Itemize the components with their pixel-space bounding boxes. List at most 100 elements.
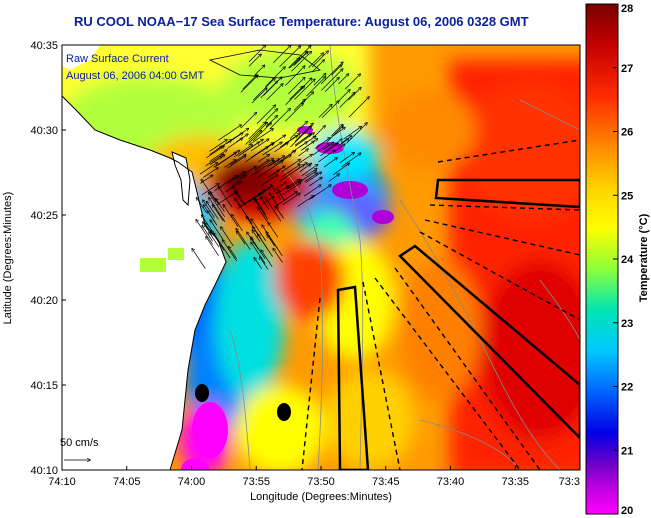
current-vector [240, 75, 258, 93]
current-vector [338, 139, 349, 147]
x-tick-label: 73:3 [559, 476, 580, 488]
current-vector [274, 182, 286, 190]
current-vector [201, 184, 219, 196]
sampling-box-south [336, 285, 370, 470]
current-vector [199, 163, 217, 175]
current-vector [254, 258, 262, 269]
current-vector [323, 139, 342, 153]
y-tick-label: 40:15 [30, 380, 58, 392]
current-vector [284, 66, 305, 86]
current-vector [339, 153, 354, 163]
current-vector [209, 192, 226, 217]
current-vector [207, 202, 219, 220]
current-label: Raw Surface Current [66, 53, 169, 65]
current-vector [209, 150, 227, 162]
x-tick-label: 73:45 [372, 476, 400, 488]
x-tick-label: 74:10 [48, 476, 76, 488]
current-vector [265, 198, 282, 222]
current-vector [338, 74, 349, 85]
current-vector [248, 122, 266, 140]
x-axis-label: Longitude (Degrees:Minutes) [250, 491, 392, 503]
current-vector [332, 144, 345, 153]
current-vector [311, 60, 325, 73]
current-vector [209, 140, 227, 152]
current-vector [260, 81, 278, 98]
current-vector [285, 86, 305, 106]
current-vector [214, 233, 231, 259]
current-vector [262, 142, 282, 156]
current-vector [265, 116, 277, 128]
current-vector [318, 105, 332, 118]
current-vector [235, 198, 251, 221]
y-axis-ticks: 40:35 40:30 40:25 40:20 40:15 40:10 [30, 40, 66, 477]
colorbar-tick-label: 21 [621, 445, 633, 457]
colorbar-label: Temperature (°C) [638, 213, 650, 302]
current-vector [251, 237, 266, 259]
current-vector [261, 197, 270, 210]
current-vector [258, 208, 270, 225]
colorbar-ticks: 28 27 26 25 24 23 22 21 20 [613, 3, 634, 517]
colorbar-tick-label: 26 [621, 127, 633, 139]
current-vector [212, 155, 224, 164]
current-vector [258, 161, 283, 178]
current-vector [248, 129, 273, 146]
current-vector [263, 77, 282, 96]
colorbar-tick-label: 24 [621, 254, 634, 266]
current-vector [332, 163, 349, 176]
current-vector [301, 92, 314, 105]
current-vector [196, 198, 207, 213]
current-vector [257, 155, 269, 163]
land [62, 45, 321, 470]
current-vector [309, 185, 331, 200]
current-vector [254, 160, 269, 170]
current-vector [320, 143, 338, 156]
colorbar-tick-label: 28 [621, 3, 633, 15]
surface-current-vectors [192, 45, 369, 270]
current-vector [272, 166, 285, 175]
current-vector [297, 155, 312, 165]
current-vector [221, 227, 234, 247]
y-axis-label: Latitude (Degrees:Minutes) [2, 192, 14, 325]
current-vector [206, 237, 219, 256]
current-vector [305, 169, 317, 177]
current-vector [293, 52, 308, 67]
current-vector [233, 186, 247, 206]
current-vector [265, 109, 278, 121]
current-vector [312, 144, 329, 156]
colorbar: 28 27 26 25 24 23 22 21 20 Temperature (°C) [585, 3, 650, 517]
current-vector [321, 101, 339, 118]
current-vector [216, 199, 225, 212]
current-vector [256, 105, 276, 124]
scale-arrow-label: 50 cm/s [60, 437, 99, 449]
current-vector [297, 196, 314, 207]
sampling-box-north [434, 178, 580, 209]
current-vector [206, 146, 224, 159]
current-vector [278, 190, 286, 202]
current-vector [260, 175, 278, 186]
current-vector [298, 149, 308, 157]
sampling-boxes [336, 178, 580, 470]
current-vector [254, 159, 274, 172]
current-vector [273, 151, 296, 166]
current-vector [343, 127, 362, 140]
current-vector [224, 160, 236, 168]
current-vector [215, 150, 240, 167]
current-vector [274, 143, 289, 153]
current-vector [324, 78, 339, 92]
current-vector [323, 158, 337, 168]
current-vector [332, 128, 345, 137]
current-vector [306, 77, 325, 97]
current-vector [250, 192, 263, 201]
current-vector [250, 160, 275, 177]
current-vector [279, 155, 291, 163]
current-vector [289, 58, 300, 69]
current-vector [223, 240, 237, 262]
current-vector [248, 45, 266, 63]
current-vector [282, 183, 301, 196]
current-vector [269, 156, 284, 167]
current-vector [265, 67, 285, 87]
current-vector [308, 177, 322, 187]
current-vector [192, 249, 206, 269]
current-vector [232, 215, 243, 232]
y-tick-label: 40:35 [30, 40, 58, 52]
